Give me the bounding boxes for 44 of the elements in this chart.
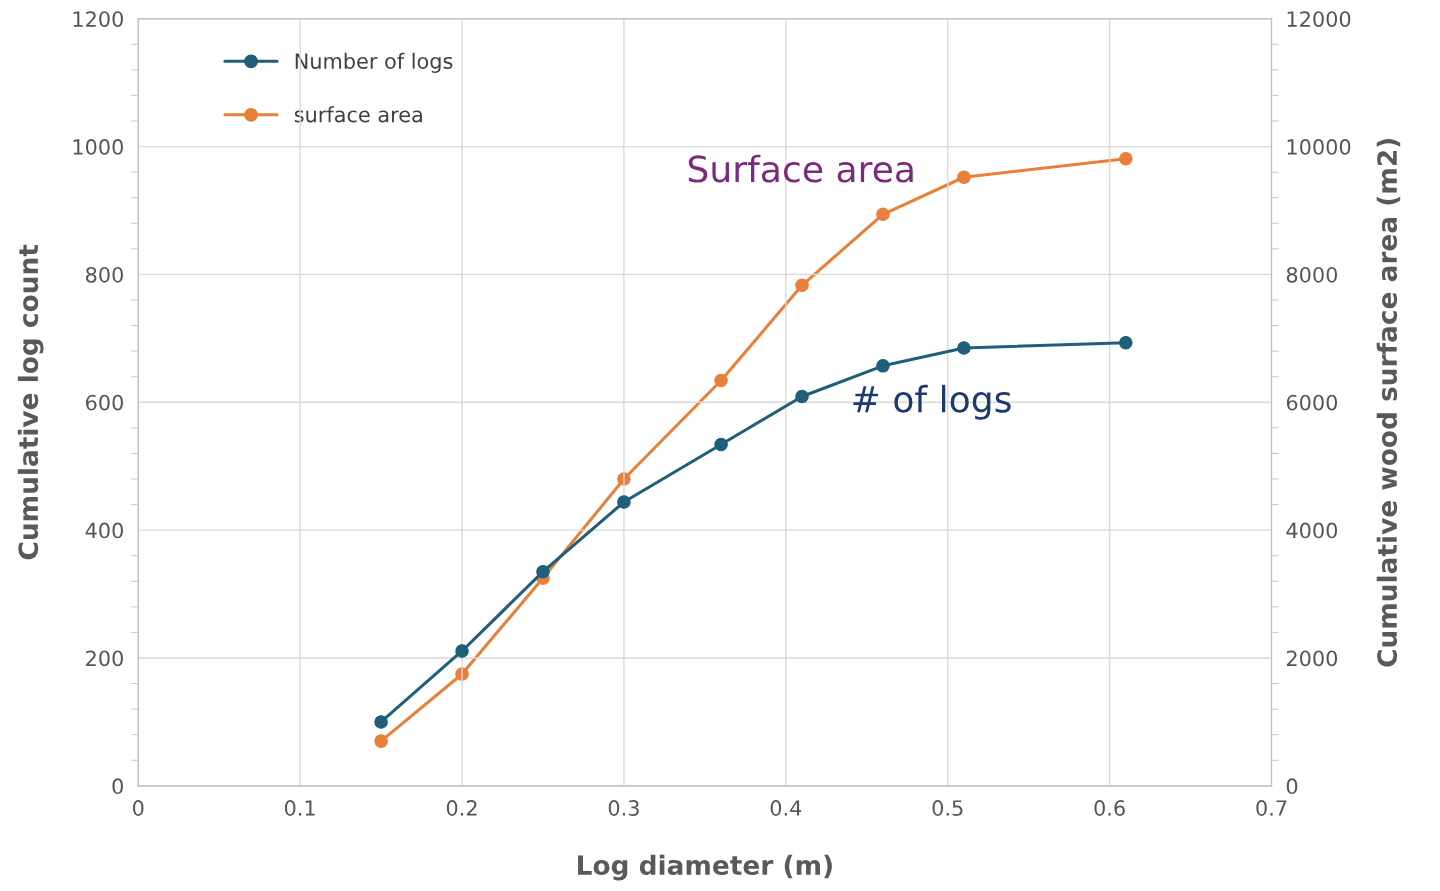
y2-tick-label: 2000: [1286, 650, 1338, 667]
x-tick-label: 0.3: [608, 800, 639, 816]
point: [957, 341, 971, 355]
point: [1119, 151, 1133, 166]
point: [795, 278, 809, 293]
x-tick-label: 0.4: [770, 800, 802, 816]
x-tick-label: 0.5: [932, 800, 963, 816]
y-tick-label: 600: [86, 394, 123, 411]
y-tick-label: 400: [85, 522, 123, 539]
y-tick-label: 1200: [73, 11, 123, 27]
x-tick-label: 0.1: [284, 800, 315, 816]
y2-tick-label: 0: [1286, 778, 1298, 795]
x-axis-title: Log diameter (m): [578, 854, 832, 881]
y-tick-label: 200: [86, 650, 123, 667]
point: [536, 564, 550, 579]
y-tick-label: 800: [86, 266, 123, 283]
x-tick-label: 0.7: [1256, 800, 1287, 816]
y2-tick-label: 12000: [1287, 11, 1351, 27]
legend-label: surface area: [294, 106, 422, 123]
y2-axis-title: Cumulative wood surface area (m2): [1376, 138, 1401, 667]
point: [957, 170, 971, 185]
y-axis-title: Cumulative log count: [17, 244, 44, 560]
point: [617, 495, 631, 509]
point: [795, 389, 809, 404]
point: [374, 734, 388, 748]
point: [714, 373, 728, 388]
y2-tick-label: 4000: [1286, 522, 1338, 539]
point: [1119, 336, 1133, 350]
y-tick-label: 1000: [73, 139, 123, 155]
legend-label: Number of logs: [295, 52, 453, 73]
point: [374, 715, 388, 729]
point: [714, 437, 728, 452]
x-tick-label: 0.6: [1094, 800, 1125, 816]
y2-tick-label: 6000: [1286, 394, 1338, 411]
y-tick-label: 0: [112, 778, 123, 795]
point: [455, 644, 469, 658]
annotation: # of logs: [853, 384, 1011, 420]
annotation: Surface area: [688, 154, 913, 183]
y2-tick-label: 8000: [1286, 266, 1338, 283]
x-tick-label: 0: [132, 800, 144, 816]
x-tick-label: 0.2: [446, 800, 477, 816]
y2-tick-label: 10000: [1287, 139, 1351, 155]
point: [876, 207, 890, 222]
point: [876, 359, 890, 373]
